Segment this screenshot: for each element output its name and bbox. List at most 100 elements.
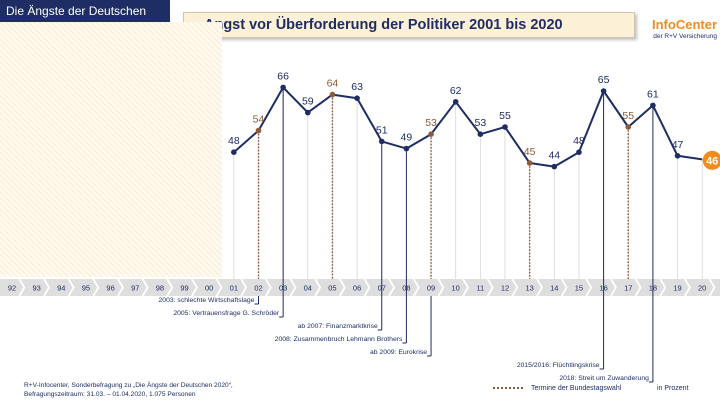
data-label: 55 [499,110,511,122]
timeline-chevron-icon [117,278,124,297]
timeline-chevron-icon [43,278,51,297]
data-point [329,91,336,98]
timeline-year-label: 10 [452,284,460,293]
annotation-label: 2005: Vertrauensfrage G. Schröder [173,310,280,317]
timeline-year-label: 06 [353,284,361,293]
timeline-year-label: 96 [106,284,114,293]
timeline-year-label: 15 [575,284,583,293]
series-line [233,86,703,168]
annotation-label: ab 2009: Eurokrise [370,349,427,356]
timeline-chevron-icon [634,278,642,297]
timeline-year-label: 11 [476,284,484,293]
timeline-year-label: 94 [57,284,65,293]
data-label: 48 [228,135,240,147]
logo-brand: InfoCenter [652,17,717,32]
timeline-year-label: 95 [82,284,90,293]
data-point [625,124,632,130]
data-label: 54 [253,114,265,126]
data-point [231,149,237,155]
data-point [255,127,262,134]
data-point [502,124,508,130]
timeline-year-label: 00 [205,284,213,293]
data-point [477,131,484,137]
legend: Termine der Bundestagswahl [493,385,621,392]
data-point-highlight [702,150,720,170]
unit-label: in Prozent [657,385,689,392]
logo-subtitle: der R+V Versicherung [653,33,717,40]
data-label: 48 [573,135,585,147]
timeline-year-label: 04 [304,284,312,293]
data-point [428,131,434,137]
data-point [305,109,311,116]
timeline-year-label: 12 [501,284,509,293]
timeline-year-label: 13 [525,284,533,293]
data-label: 47 [672,139,684,151]
timeline-chevron-icon [67,278,75,297]
data-point [674,153,681,159]
data-label: 46 [706,155,718,167]
source-line-1: R+V-Infocenter, Sonderbefragung zu „Die … [24,382,233,389]
annotation-label: 2003: schlechte Wirtschaftslage [159,297,255,304]
timeline-year-label: 14 [550,284,558,293]
timeline-year-label: 02 [254,284,262,293]
timeline-chevron-icon [289,278,297,297]
data-point [378,138,385,145]
timeline-chevron-icon [659,278,667,297]
timeline-chevron-icon [338,278,346,297]
timeline-chevron-icon [141,278,149,297]
annotation-label: 2015/2016: Flüchtlingskrise [517,362,600,369]
timeline-chevron-icon [388,278,396,297]
data-point [403,145,410,152]
annotation-label: 2008: Zusammenbruch Lehmann Brothers [275,336,403,343]
annotation-label: 2018: Streit um Zuwanderung [559,375,649,382]
data-point [551,163,558,170]
data-label: 64 [327,78,339,90]
timeline-chevron-icon [215,278,223,297]
chart-title-box: Angst vor Überforderung der Politiker 20… [183,12,635,38]
timeline-chevron-icon [191,278,198,297]
data-label: 53 [425,117,437,129]
timeline-year-label: 01 [230,284,238,293]
legend-dotted-line-icon [493,387,523,390]
data-label: 62 [450,85,462,97]
timeline-chevron-icon [511,278,519,297]
timeline-chevron-icon [486,278,494,297]
timeline-chevron-icon [412,278,420,297]
infocenter-logo: InfoCenter der R+V Versicherung [645,18,717,40]
timeline-year-label: 17 [624,284,632,293]
source-note: R+V-Infocenter, Sonderbefragung zu „Die … [24,381,233,399]
timeline-year-label: 99 [180,284,188,293]
legend-label: Termine der Bundestagswahl [531,385,622,392]
timeline-year-label: 93 [32,284,40,293]
timeline-chevron-icon [560,278,568,297]
data-point [354,95,360,101]
timeline-chevron-icon [363,278,371,297]
chart-title: Angst vor Überforderung der Politiker 20… [204,17,563,33]
data-label: 59 [302,96,314,108]
data-label: 51 [376,124,388,136]
timeline-chevron-icon [585,278,593,297]
timeline-year-label: 98 [156,284,164,293]
no-data-hatched-area [0,22,222,277]
data-label: 66 [277,70,289,82]
data-point [650,102,656,109]
timeline-chevron-icon [314,278,322,297]
timeline-chevron-icon [18,278,26,297]
data-point [526,160,533,166]
timeline-chevron-icon [265,278,272,297]
timeline-chevron-icon [437,278,445,297]
timeline-chevron-icon [240,278,248,297]
timeline-chevron-icon [610,278,617,297]
data-point [452,99,459,105]
source-line-2: Befragungszeitraum: 31.03. – 01.04.2020,… [24,391,196,398]
data-label: 49 [401,132,413,144]
timeline-chevron-icon [708,278,716,297]
data-label: 55 [622,110,634,122]
data-label: 53 [475,117,487,129]
timeline-year-label: 20 [698,284,706,293]
timeline-year-label: 97 [131,284,139,293]
data-label: 44 [548,150,560,162]
data-point [280,84,286,91]
data-label: 65 [598,74,610,86]
